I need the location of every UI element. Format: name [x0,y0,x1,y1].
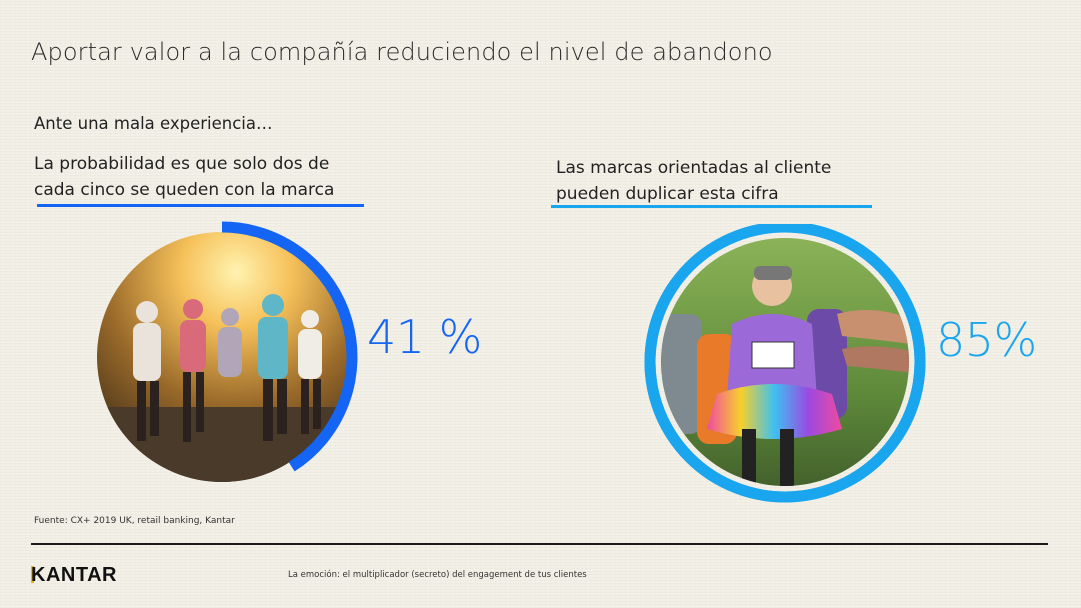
left-statement-line2: cada cinco se queden con la marca [34,180,335,200]
page-title: Aportar valor a la compañía reduciendo e… [31,38,773,66]
left-underline [37,204,364,207]
right-statement-line2: pueden duplicar esta cifra [556,184,779,204]
footer-note: La emoción: el multiplicador (secreto) d… [288,570,587,580]
right-underline [551,205,872,208]
left-statement: La probabilidad es que solo dos de cada … [34,151,374,203]
race-runner-high-five-photo [661,238,909,486]
footer-divider [31,543,1048,545]
source-note: Fuente: CX+ 2019 UK, retail banking, Kan… [34,516,235,526]
right-progress-arc [644,224,926,503]
left-progress-ring [97,221,358,482]
right-stat-value: 85% [936,313,1037,367]
left-stat-value: 41 % [367,310,482,364]
right-statement: Las marcas orientadas al cliente pueden … [556,155,896,207]
kantar-logo: KANTAR [31,564,117,586]
right-statement-line1: Las marcas orientadas al cliente [556,158,832,178]
logo-accent-bar [31,566,34,583]
women-running-photo [97,232,347,482]
right-progress-ring [644,224,926,503]
subtitle: Ante una mala experiencia… [34,114,273,133]
left-progress-arc [221,221,358,472]
left-statement-line1: La probabilidad es que solo dos de [34,154,330,174]
